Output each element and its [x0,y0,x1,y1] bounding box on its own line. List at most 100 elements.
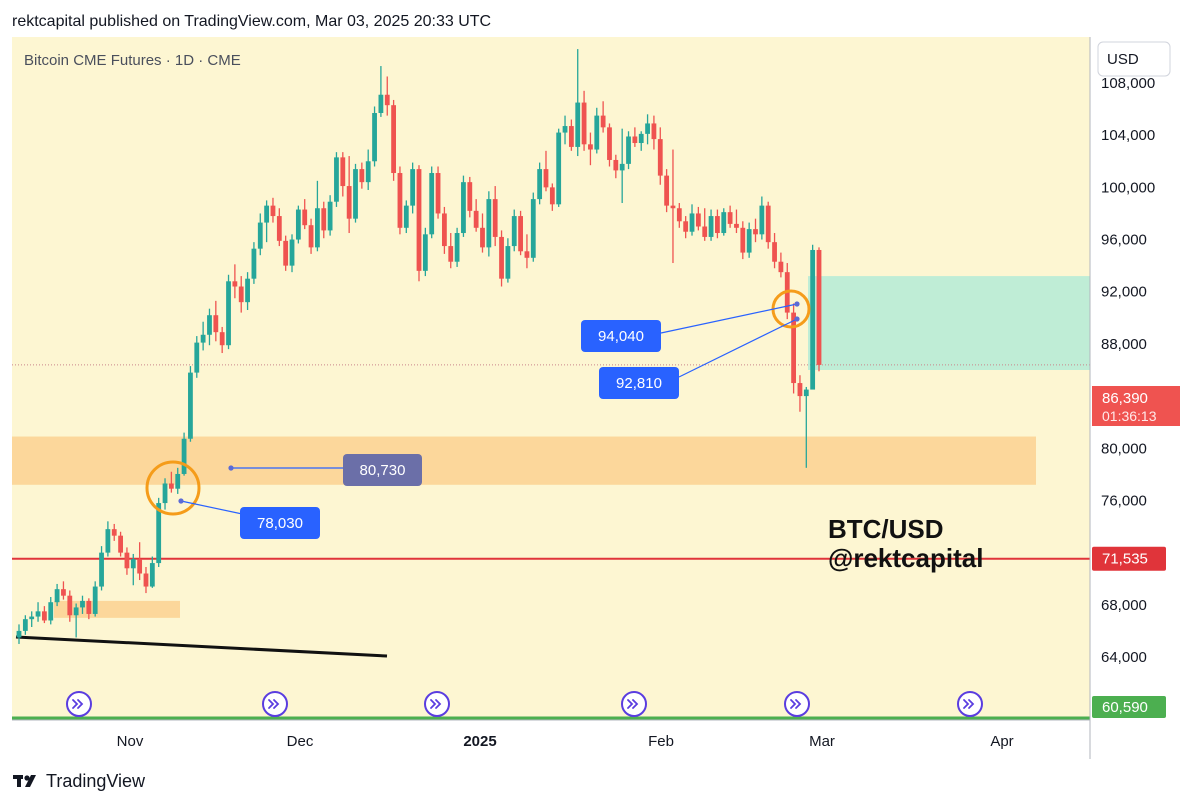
candle-body [397,173,403,228]
candle [422,227,428,277]
callout-box [599,367,679,399]
tradingview-brand: TradingView [46,770,146,791]
candle [86,598,92,620]
candle-body [676,208,682,222]
candle-body [130,559,136,569]
candle-body [778,261,784,273]
candle [168,471,174,493]
candle [721,208,727,236]
candle [518,210,523,256]
candle-body [727,212,733,224]
candle [416,165,422,282]
annotation-line1: BTC/USD [828,514,944,544]
candle-body [492,199,498,237]
candle-body [721,212,727,234]
candle [219,326,225,354]
candle-body [245,278,250,303]
candle [613,154,619,179]
candle [391,99,397,181]
candle-body [283,240,289,266]
candle-body [175,473,181,489]
candle-body [105,529,111,553]
candle-body [473,210,479,228]
candle [162,478,168,510]
candle [264,200,270,243]
candle [511,209,517,252]
callout-label: 94,040 [598,328,644,345]
y-tick-label: 64,000 [1101,649,1147,666]
candle-body [403,205,409,228]
callout-leader [678,318,798,378]
candle-body [556,132,562,205]
candle-body [505,246,511,279]
candle-body [803,389,809,397]
candle-body [73,607,79,616]
candlestick-chart[interactable]: 80,730 78,030 94,040 92,810 BTC/USD@rektcapi… [12,37,1188,759]
candle-body [461,182,466,234]
candle-body [353,169,358,219]
candle-body [149,563,155,587]
candle [619,128,625,204]
candle [454,227,460,267]
candle [543,150,549,192]
candle [143,566,149,594]
price-callout: 78,030 [178,498,320,539]
candle [530,192,536,262]
highlight-circle [145,460,201,516]
y-tick-label: 76,000 [1101,492,1147,509]
candle-body [645,123,650,134]
candle-body [321,208,327,231]
candle [327,195,333,236]
candle-body [61,589,66,596]
candle-body [613,159,619,171]
candle-body [359,169,365,183]
candle-body [327,201,333,231]
candle [245,272,250,310]
candle [492,186,498,247]
candle-body [549,187,555,205]
candle-body [334,157,339,202]
candle-body [600,115,606,128]
callout-label: 92,810 [616,375,662,392]
x-tick-label: 2025 [463,733,496,750]
candle [581,90,587,151]
candle-body [365,161,371,183]
y-tick-label: 68,000 [1101,597,1147,614]
y-tick-label: 100,000 [1101,179,1155,196]
chart-area[interactable]: 80,730 78,030 94,040 92,810 BTC/USD @rektcapi… [12,37,1188,759]
candle [562,115,568,145]
candle [105,521,111,557]
candle-body [734,223,739,228]
callout-dot [794,301,800,307]
annotation-line2: @rektcapital [828,543,983,573]
candle [346,156,352,234]
candle-body [308,225,314,248]
candle [708,209,714,241]
candle-body [143,573,149,587]
candle [594,107,600,154]
callout-dot [794,316,800,322]
candle [35,602,41,622]
candle [727,205,733,228]
candle-body [753,229,758,235]
forward-arrow-circle-icon [424,691,450,717]
candle [499,230,504,287]
callout-dot [178,498,184,504]
candle [111,523,117,541]
candle [61,581,66,600]
candle [683,216,689,239]
candle-body [41,611,47,621]
callout-dot [228,465,234,471]
x-tick-label: Nov [117,733,144,750]
candle-body [54,589,60,603]
candle [778,252,784,278]
candle-body [188,372,193,439]
candle [715,209,720,239]
small-support-zone [54,600,180,618]
candle-body [810,249,816,390]
candle [118,531,123,557]
candle-body [29,616,35,620]
candle [632,127,638,147]
candle-body [378,94,384,114]
candle [600,101,606,133]
